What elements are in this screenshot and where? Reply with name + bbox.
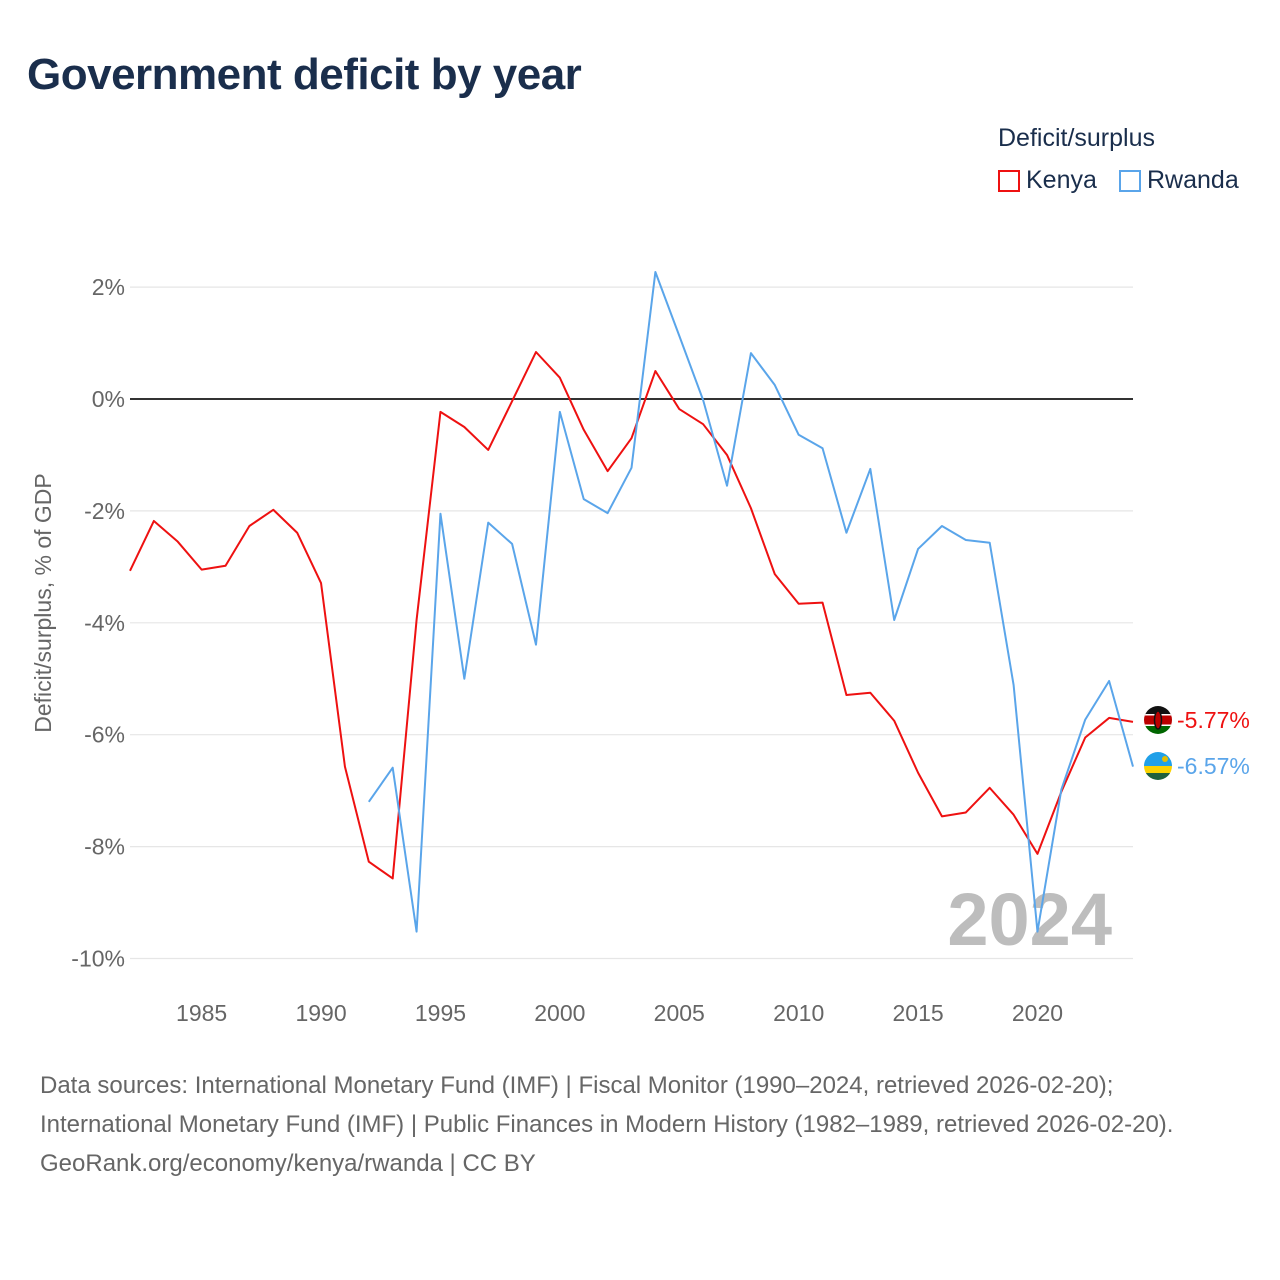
legend-swatch-kenya xyxy=(998,169,1020,192)
rwanda-flag-icon xyxy=(1144,752,1172,780)
year-watermark: 2024 xyxy=(947,878,1112,961)
end-label-kenya: -5.77% xyxy=(1177,707,1250,733)
series-line-kenya xyxy=(129,351,1134,880)
legend-swatch-rwanda xyxy=(1119,169,1141,192)
chart-title: Government deficit by year xyxy=(27,50,582,99)
y-tick-label: -6% xyxy=(84,722,125,748)
x-tick-label: 2000 xyxy=(534,1000,585,1026)
y-tick-label: 2% xyxy=(92,274,125,300)
y-tick-label: -8% xyxy=(84,834,125,860)
y-tick-label: 0% xyxy=(92,386,125,412)
y-tick-label: -4% xyxy=(84,610,125,636)
legend-label-kenya: Kenya xyxy=(1026,166,1097,194)
legend-item-rwanda[interactable]: Rwanda xyxy=(1119,166,1239,195)
legend-title: Deficit/surplus xyxy=(998,124,1155,152)
x-tick-label: 2005 xyxy=(654,1000,705,1026)
legend-item-kenya[interactable]: Kenya xyxy=(998,166,1097,195)
x-tick-label: 2010 xyxy=(773,1000,824,1026)
credit-link[interactable]: GeoRank.org/economy/kenya/rwanda | CC BY xyxy=(40,1150,536,1177)
y-tick-label: -10% xyxy=(71,946,125,972)
x-tick-label: 2020 xyxy=(1012,1000,1063,1026)
y-axis-label: Deficit/surplus, % of GDP xyxy=(30,473,56,732)
data-sources: Data sources: International Monetary Fun… xyxy=(40,1072,1174,1138)
series-line-rwanda xyxy=(367,270,1134,933)
footer: Data sources: International Monetary Fun… xyxy=(40,1066,1240,1183)
legend-label-rwanda: Rwanda xyxy=(1147,166,1239,194)
x-tick-label: 1995 xyxy=(415,1000,466,1026)
x-tick-label: 2015 xyxy=(892,1000,943,1026)
y-tick-label: -2% xyxy=(84,498,125,524)
x-tick-label: 1990 xyxy=(295,1000,346,1026)
end-label-rwanda: -6.57% xyxy=(1177,753,1250,779)
x-tick-label: 1985 xyxy=(176,1000,227,1026)
kenya-flag-icon xyxy=(1144,706,1172,734)
